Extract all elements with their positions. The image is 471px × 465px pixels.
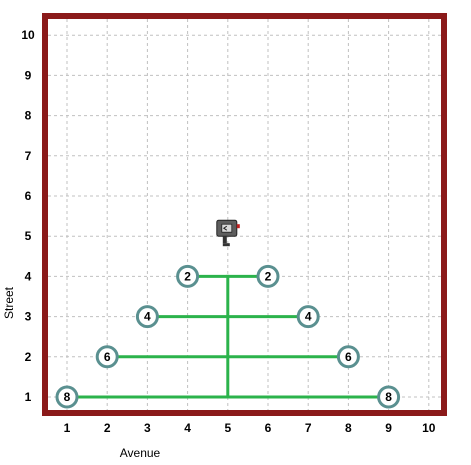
robot-foot: [222, 243, 230, 247]
robot-screen: [221, 223, 233, 233]
y-tick-label: 8: [25, 109, 32, 123]
x-tick-label: 4: [184, 421, 191, 435]
y-tick-label: 10: [21, 28, 35, 42]
beeper-circle: [135, 305, 159, 329]
robot-leg: [222, 236, 227, 244]
beeper-circle: [336, 345, 360, 369]
beeper-circle: [95, 345, 119, 369]
robot-path: [65, 274, 391, 399]
beepers: 2 2 4 4 6 6 8 8: [55, 264, 401, 409]
x-tick-label: 8: [345, 421, 352, 435]
x-axis-ticks: 1 2 3 4 5 6 7 8 9 10: [64, 421, 436, 435]
beeper-count: 6: [345, 350, 352, 364]
y-tick-label: 9: [25, 68, 32, 82]
x-tick-label: 1: [64, 421, 71, 435]
robot-direction-arrow: [222, 225, 228, 231]
beeper: 4: [296, 305, 320, 329]
beeper-count: 6: [104, 350, 111, 364]
x-tick-label: 3: [144, 421, 151, 435]
y-axis-title: Street: [2, 286, 16, 319]
world-floor: [48, 19, 441, 410]
beeper: 4: [135, 305, 159, 329]
beeper-count: 2: [184, 269, 191, 283]
beeper: 8: [55, 385, 79, 409]
beeper-circle: [176, 264, 200, 288]
x-axis-title: Avenue: [120, 446, 161, 460]
beeper-count: 4: [305, 310, 312, 324]
beeper: 6: [336, 345, 360, 369]
beeper: 6: [95, 345, 119, 369]
beeper-circle: [256, 264, 280, 288]
y-tick-label: 3: [25, 310, 32, 324]
beeper-circle: [296, 305, 320, 329]
beeper-count: 2: [265, 269, 272, 283]
y-tick-label: 6: [25, 189, 32, 203]
x-tick-label: 9: [385, 421, 392, 435]
x-tick-label: 6: [265, 421, 272, 435]
beeper-count: 8: [64, 390, 71, 404]
y-tick-label: 7: [25, 149, 32, 163]
beeper-count: 8: [385, 390, 392, 404]
x-tick-label: 2: [104, 421, 111, 435]
x-tick-label: 10: [422, 421, 436, 435]
beeper-circle: [377, 385, 401, 409]
beeper-circle: [55, 385, 79, 409]
x-tick-label: 7: [305, 421, 312, 435]
beeper: 2: [256, 264, 280, 288]
y-tick-label: 2: [25, 350, 32, 364]
y-axis-ticks: 1 2 3 4 5 6 7 8 9 10: [21, 28, 35, 404]
beeper: 8: [377, 385, 401, 409]
robot-light: [236, 224, 240, 229]
grid-lines: [48, 19, 441, 410]
beeper-count: 4: [144, 310, 151, 324]
y-tick-label: 1: [25, 390, 32, 404]
y-tick-label: 4: [25, 269, 32, 283]
beeper: 2: [176, 264, 200, 288]
x-tick-label: 5: [224, 421, 231, 435]
y-tick-label: 5: [25, 229, 32, 243]
robot-icon: [216, 219, 240, 247]
